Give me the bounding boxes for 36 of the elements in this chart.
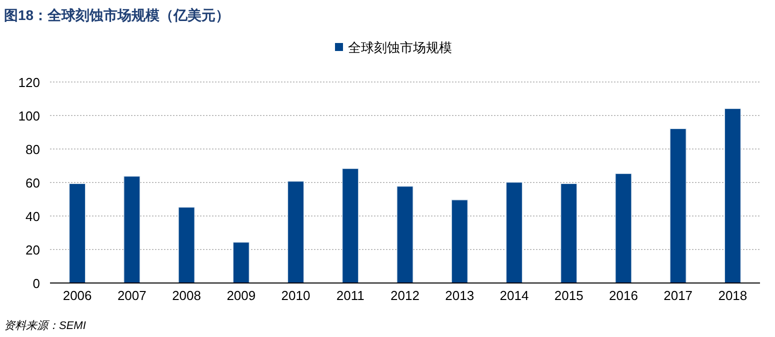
bar — [124, 176, 140, 284]
bar — [506, 182, 523, 284]
y-tick-label: 60 — [26, 176, 40, 190]
x-tick-label: 2012 — [390, 288, 420, 303]
y-tick-label: 0 — [32, 276, 40, 291]
y-tick-label: 20 — [26, 242, 40, 258]
x-tick-label: 2009 — [226, 288, 256, 303]
y-tick-label: 40 — [26, 209, 40, 224]
x-tick-label: 2013 — [445, 288, 474, 303]
x-tick-label: 2008 — [172, 288, 201, 303]
bar — [724, 108, 741, 284]
y-tick-label: 80 — [26, 142, 40, 157]
bar — [69, 183, 86, 284]
x-tick-label: 2007 — [117, 288, 146, 303]
x-tick-label: 2006 — [62, 288, 92, 303]
bar — [287, 181, 304, 284]
bar — [560, 183, 578, 284]
x-tick-label: 2016 — [609, 288, 638, 303]
x-tick-label: 2011 — [336, 288, 364, 303]
bar — [178, 206, 195, 284]
bar — [670, 128, 686, 284]
x-tick-label: 2015 — [554, 288, 584, 303]
text: 资料来源：SEMI — [4, 319, 86, 332]
bar — [396, 186, 414, 284]
x-tick-label: 2014 — [500, 288, 529, 303]
bar — [615, 173, 632, 284]
x-tick-label: 2018 — [718, 288, 748, 303]
y-tick-label: 120 — [18, 75, 40, 90]
x-tick-label: 2010 — [281, 288, 310, 303]
bar — [342, 168, 359, 284]
bar — [451, 200, 468, 284]
chart-title: 图18：全球刻蚀市场规模（亿美元） — [4, 7, 230, 23]
legend-label: 全球刻蚀市场规模 — [348, 40, 452, 55]
bar — [232, 242, 250, 284]
y-tick-label: 100 — [18, 108, 40, 124]
x-tick-label: 2017 — [664, 288, 693, 303]
